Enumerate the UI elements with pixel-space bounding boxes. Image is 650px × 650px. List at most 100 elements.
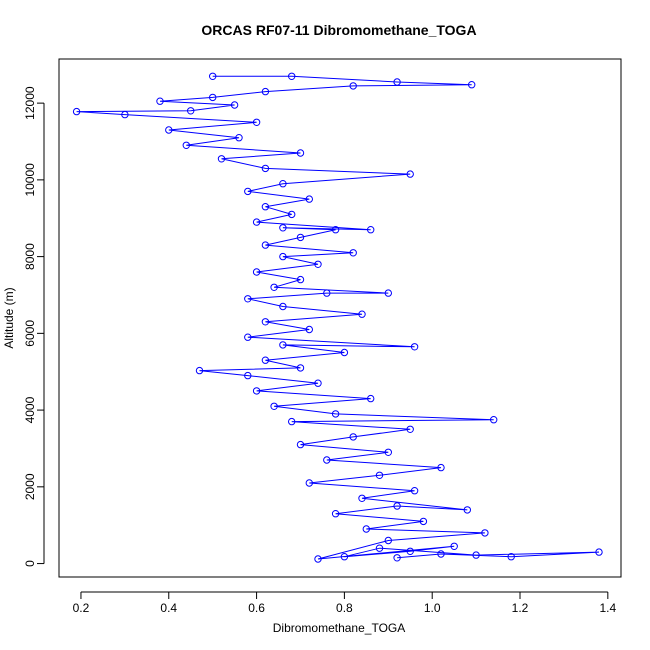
data-point (437, 550, 445, 558)
data-point (358, 494, 366, 502)
data-point (235, 134, 243, 142)
data-point (323, 289, 331, 297)
data-point (595, 548, 603, 556)
data-point (406, 425, 414, 433)
data-point (261, 87, 270, 96)
data-point (270, 402, 278, 410)
data-point (349, 433, 357, 441)
data-point (156, 97, 164, 105)
x-tick-label: 1.4 (599, 601, 616, 615)
y-tick-label: 2000 (23, 473, 37, 500)
data-point (410, 343, 419, 351)
data-point (314, 260, 322, 268)
data-point (349, 249, 357, 257)
data-point (209, 72, 217, 81)
x-tick-label: 1.2 (512, 601, 529, 615)
data-point (490, 416, 498, 424)
data-point (261, 203, 270, 211)
data-point (450, 542, 458, 550)
data-point (349, 82, 357, 90)
data-point (296, 440, 305, 449)
x-tick-label: 0.2 (73, 601, 90, 615)
data-point (367, 394, 375, 403)
data-point (314, 379, 322, 387)
data-point (305, 479, 313, 487)
data-point (187, 107, 195, 115)
y-axis: 0 2000 4000 6000 8000 10000 12000 (23, 86, 45, 567)
data-point (279, 252, 287, 261)
data-point (406, 547, 414, 555)
data-point (121, 110, 129, 119)
data-point (481, 529, 489, 537)
chart-title: ORCAS RF07-11 Dibromomethane_TOGA (201, 22, 476, 38)
data-point (296, 275, 305, 284)
data-point (261, 318, 270, 326)
data-point (252, 118, 261, 127)
data-point (375, 471, 384, 479)
x-tick-label: 1.0 (424, 601, 441, 615)
data-point (375, 544, 384, 552)
y-tick-label: 0 (23, 560, 37, 567)
data-point (279, 341, 287, 349)
data-point (323, 456, 331, 464)
data-point (195, 366, 204, 375)
data-point (244, 295, 252, 303)
data-point (340, 553, 349, 561)
data-point (244, 187, 252, 196)
data-point (270, 283, 278, 291)
data-point (288, 417, 296, 426)
y-axis-label: Altitude (m) (2, 287, 16, 348)
data-point (182, 141, 191, 150)
data-point (331, 226, 340, 234)
data-point (244, 371, 252, 380)
data-point (296, 233, 305, 242)
data-point (296, 149, 305, 157)
data-point (437, 463, 445, 472)
y-tick-label: 12000 (23, 86, 37, 120)
data-point (244, 333, 252, 341)
x-axis: 0.2 0.4 0.6 0.8 1.0 1.2 1.4 (73, 591, 616, 615)
data-point (468, 81, 476, 89)
data-point (305, 195, 313, 203)
data-point (165, 126, 173, 134)
data-point (384, 289, 392, 297)
plot-content (72, 72, 603, 563)
data-point (296, 364, 305, 372)
data-point (419, 517, 428, 526)
x-tick-label: 0.6 (248, 601, 265, 615)
data-point (261, 164, 270, 173)
data-point (507, 553, 515, 561)
data-point (261, 356, 270, 364)
data-point (279, 180, 287, 188)
data-point (209, 93, 217, 102)
data-point (288, 72, 296, 81)
data-point (367, 226, 375, 234)
data-point (288, 210, 296, 219)
data-point (72, 107, 81, 116)
data-point (305, 325, 313, 334)
y-tick-label: 6000 (23, 320, 37, 347)
data-point (384, 448, 392, 456)
data-point (252, 268, 261, 276)
data-point (463, 506, 471, 514)
data-point (331, 510, 340, 518)
data-point (393, 502, 401, 510)
data-point (362, 525, 370, 533)
y-tick-label: 10000 (23, 163, 37, 197)
plot-frame (58, 58, 622, 578)
data-point (358, 310, 366, 318)
x-tick-label: 0.8 (336, 601, 353, 615)
data-point (230, 101, 239, 109)
series-line (76, 75, 600, 560)
data-point (314, 555, 322, 563)
x-tick-label: 0.4 (160, 601, 177, 615)
data-point (384, 536, 392, 545)
data-point (406, 170, 414, 178)
data-point (279, 302, 287, 311)
data-point (340, 348, 349, 357)
data-point (393, 554, 401, 562)
data-point (261, 241, 270, 249)
x-axis-label: Dibromomethane_TOGA (273, 621, 406, 635)
